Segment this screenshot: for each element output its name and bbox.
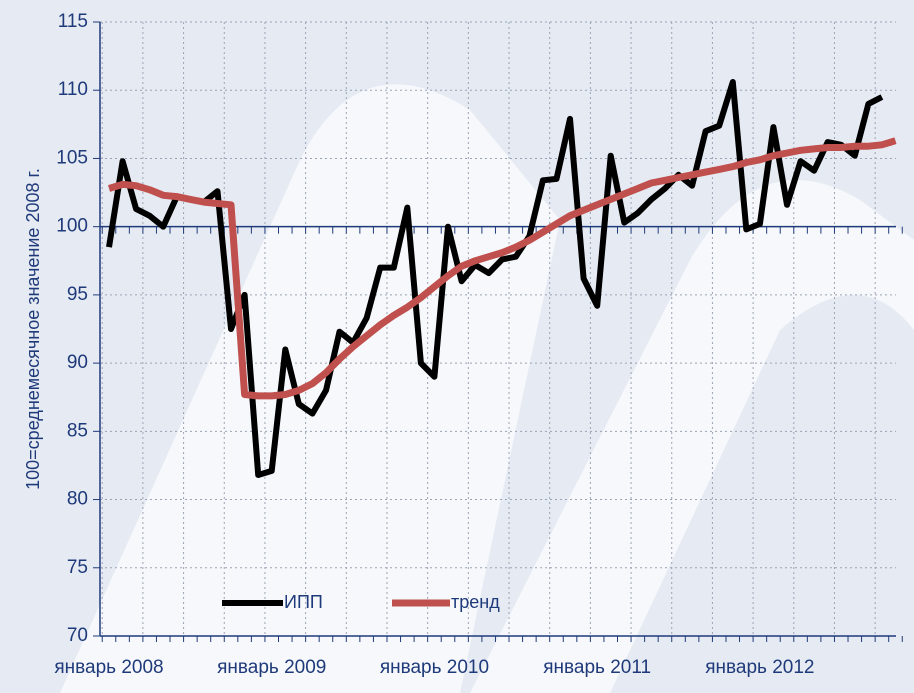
y-tick-label: 115 [58, 11, 88, 32]
legend-label: тренд [451, 592, 500, 612]
y-tick-label: 90 [67, 352, 88, 373]
x-tick-label: январь 2011 [543, 657, 651, 678]
y-tick-label: 100 [56, 216, 88, 237]
decor [470, 180, 914, 693]
y-tick-label: 110 [58, 79, 88, 100]
y-tick-label: 80 [67, 489, 88, 510]
x-tick-label: январь 2012 [705, 657, 814, 678]
series-line [107, 137, 897, 400]
y-tick-label: 95 [67, 284, 88, 305]
y-tick-label: 85 [67, 420, 88, 441]
y-tick-label: 105 [56, 147, 88, 168]
x-tick-label: январь 2009 [217, 657, 326, 678]
x-tick-label: январь 2010 [380, 657, 489, 678]
y-axis-label: 100=среднемесячное значение 2008 г. [23, 168, 43, 490]
x-tick-label: январь 2008 [54, 657, 163, 678]
legend-label: ИПП [284, 592, 323, 612]
y-tick-label: 70 [67, 625, 88, 646]
y-tick-label: 75 [67, 557, 88, 578]
